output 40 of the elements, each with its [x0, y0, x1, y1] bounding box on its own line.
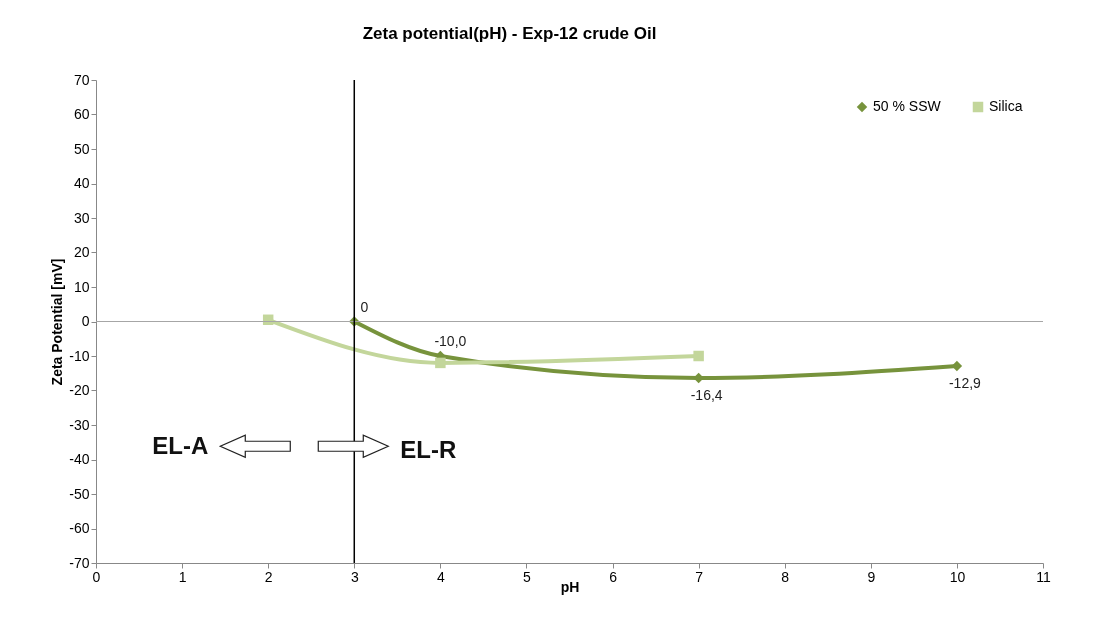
x-tick-label: 11 — [1036, 568, 1051, 585]
y-tick-label: 40 — [73, 175, 90, 191]
x-tick-label: 8 — [781, 568, 790, 585]
x-tick-label: 4 — [436, 568, 445, 585]
annotation: EL-R — [400, 436, 457, 464]
legend-label: 50 % SSW — [873, 98, 942, 114]
y-tick-label: -10 — [69, 347, 90, 364]
x-tick-label: 7 — [695, 568, 704, 585]
y-tick-label: -40 — [69, 451, 90, 467]
legend-label: Silica — [989, 98, 1023, 114]
data-label: -12,9 — [948, 375, 982, 392]
y-tick-label: -20 — [69, 382, 90, 398]
x-tick-label: 5 — [523, 568, 532, 585]
y-tick-label: 10 — [73, 278, 90, 295]
x-axis-title: pH — [560, 578, 580, 595]
y-tick-label: 20 — [73, 244, 90, 260]
y-tick-label: 30 — [73, 209, 90, 226]
y-tick-label: 60 — [73, 106, 90, 122]
y-tick-label: -70 — [69, 554, 90, 571]
data-label: -16,4 — [690, 387, 723, 404]
data-label: 0 — [360, 298, 369, 315]
point — [693, 350, 704, 362]
y-axis-title: Zeta Potential [mV] — [49, 258, 66, 386]
x-tick-label: 9 — [867, 568, 876, 585]
y-tick-label: -50 — [69, 485, 90, 502]
y-tick-label: -30 — [69, 416, 90, 433]
chart-title: Zeta potential(pH) - Exp-12 crude Oil — [362, 24, 657, 43]
x-tick-label: 1 — [178, 568, 187, 585]
x-tick-label: 6 — [609, 568, 618, 585]
x-tick-label: 3 — [350, 568, 359, 585]
y-tick-label: -60 — [69, 520, 90, 536]
point — [435, 357, 446, 369]
data-label: -10,0 — [434, 333, 467, 349]
y-tick-label: 50 — [73, 140, 90, 157]
x-tick-label: 10 — [949, 568, 966, 585]
x-tick-label: 0 — [92, 568, 101, 585]
x-tick-label: 2 — [264, 568, 273, 585]
annotation: EL-A — [152, 432, 209, 460]
y-tick-label: 0 — [81, 313, 90, 329]
y-tick-label: 70 — [73, 71, 90, 88]
